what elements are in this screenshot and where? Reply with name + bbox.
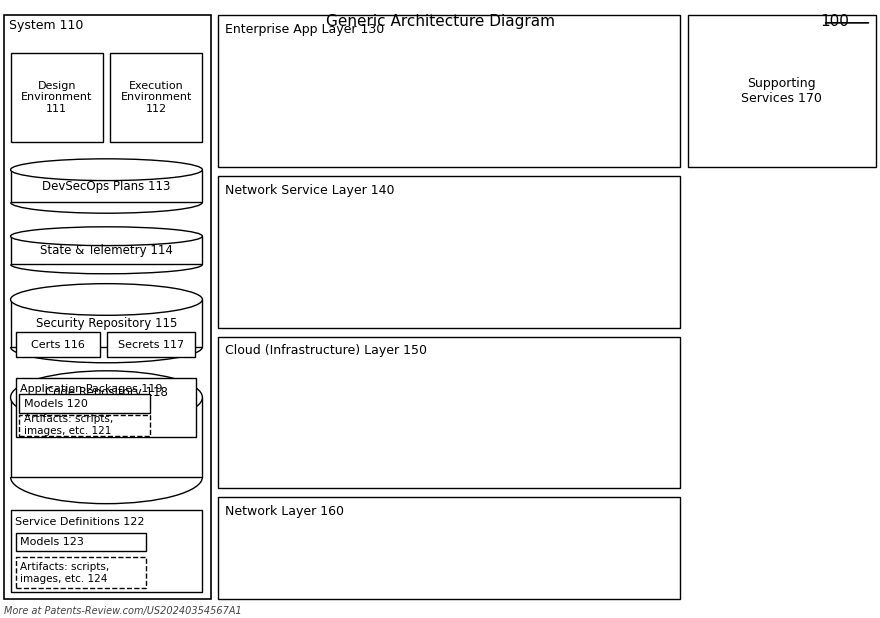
Bar bbox=[11, 510, 202, 592]
Bar bbox=[218, 176, 680, 328]
Bar bbox=[4, 15, 211, 599]
Text: State & Telemetry 114: State & Telemetry 114 bbox=[40, 243, 172, 257]
Text: Application Packages 119: Application Packages 119 bbox=[20, 384, 163, 394]
Bar bbox=[11, 53, 103, 142]
Bar bbox=[11, 170, 202, 202]
Text: Models 123: Models 123 bbox=[20, 537, 84, 547]
Text: Service Definitions 122: Service Definitions 122 bbox=[15, 517, 144, 527]
Text: DevSecOps Plans 113: DevSecOps Plans 113 bbox=[42, 179, 171, 193]
Bar bbox=[218, 497, 680, 599]
Bar bbox=[16, 533, 146, 551]
Bar bbox=[688, 15, 876, 167]
Text: Secrets 117: Secrets 117 bbox=[118, 340, 185, 350]
Bar bbox=[19, 415, 150, 436]
Ellipse shape bbox=[11, 284, 202, 315]
Bar bbox=[19, 394, 150, 413]
Ellipse shape bbox=[11, 227, 202, 245]
Bar bbox=[16, 378, 196, 437]
Text: Models 120: Models 120 bbox=[24, 399, 88, 408]
Text: Security Repository 115: Security Repository 115 bbox=[36, 316, 177, 330]
Text: Design
Environment
111: Design Environment 111 bbox=[21, 81, 92, 114]
Text: 100: 100 bbox=[820, 14, 849, 28]
Text: Generic Architecture Diagram: Generic Architecture Diagram bbox=[326, 14, 554, 28]
Text: Artifacts: scripts,
images, etc. 124: Artifacts: scripts, images, etc. 124 bbox=[20, 562, 109, 583]
Text: Cloud (Infrastructure) Layer 150: Cloud (Infrastructure) Layer 150 bbox=[225, 344, 428, 357]
Text: Code Repository 118: Code Repository 118 bbox=[45, 386, 168, 399]
Bar bbox=[107, 332, 195, 357]
Ellipse shape bbox=[11, 371, 202, 424]
Bar bbox=[11, 397, 202, 477]
Ellipse shape bbox=[11, 159, 202, 180]
Text: More at Patents-Review.com/US20240354567A1: More at Patents-Review.com/US20240354567… bbox=[4, 606, 242, 616]
Text: Enterprise App Layer 130: Enterprise App Layer 130 bbox=[225, 23, 385, 36]
Bar bbox=[218, 337, 680, 488]
Text: Supporting
Services 170: Supporting Services 170 bbox=[742, 77, 822, 105]
Text: System 110: System 110 bbox=[9, 19, 84, 32]
Bar bbox=[11, 236, 202, 265]
Text: Network Service Layer 140: Network Service Layer 140 bbox=[225, 184, 395, 197]
Bar bbox=[16, 332, 100, 357]
Bar bbox=[110, 53, 202, 142]
Text: Network Layer 160: Network Layer 160 bbox=[225, 505, 344, 518]
Bar bbox=[218, 15, 680, 167]
Text: Artifacts: scripts,
images, etc. 121: Artifacts: scripts, images, etc. 121 bbox=[24, 415, 113, 436]
Text: Execution
Environment
112: Execution Environment 112 bbox=[121, 81, 192, 114]
Bar bbox=[16, 557, 146, 588]
Text: Certs 116: Certs 116 bbox=[31, 340, 85, 350]
Bar bbox=[11, 300, 202, 347]
